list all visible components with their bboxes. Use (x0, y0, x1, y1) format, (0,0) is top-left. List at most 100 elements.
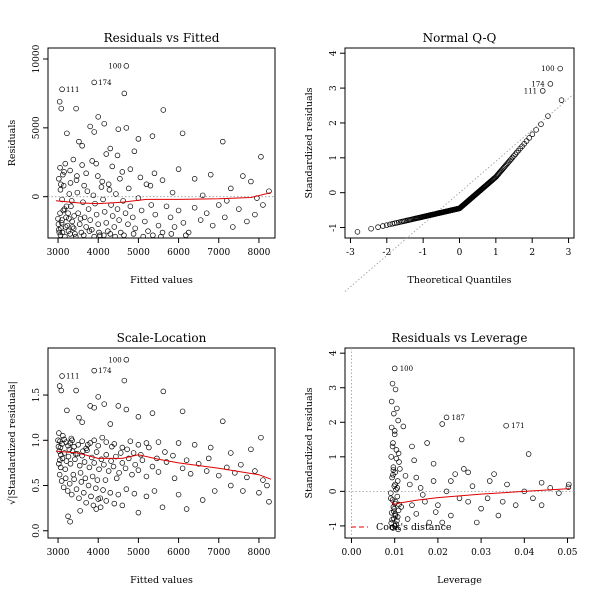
resfit-point (224, 198, 230, 204)
scaleloc-point (113, 475, 120, 482)
resfit-point (64, 130, 70, 137)
resfit-point (75, 210, 81, 216)
scaleloc-point-100 (123, 357, 130, 363)
scaleloc-point (99, 434, 105, 441)
scaleloc-point (58, 478, 65, 484)
resleverage-point (456, 495, 463, 502)
resfit-xtick-label: 7000 (207, 248, 230, 258)
resfit-point (101, 120, 107, 127)
scaleloc-point (122, 465, 129, 472)
resfit-point (72, 233, 79, 238)
resfit-point (119, 169, 126, 175)
resfit-point (67, 167, 73, 174)
scaleloc-point (86, 464, 93, 471)
scaleloc-point (63, 458, 70, 464)
scaleloc-point (91, 460, 97, 466)
resfit-point (114, 152, 121, 159)
resfit-point (152, 211, 159, 218)
resleverage-ytick-label: 3 (329, 385, 339, 391)
qq-xtick-label: 0 (457, 248, 463, 258)
resfit-point (93, 211, 100, 218)
qq-ytick-label: -1 (329, 223, 339, 232)
scaleloc-point (119, 502, 126, 509)
qq-point (512, 151, 519, 158)
resfit-point (76, 138, 82, 145)
scaleloc-point (90, 502, 97, 509)
resleverage-point (391, 508, 397, 515)
resleverage-legend-label: Cook's distance (376, 522, 452, 533)
resleverage-point (388, 495, 394, 502)
resfit-point (68, 198, 75, 204)
resfit-point (76, 221, 83, 227)
resfit-point (252, 211, 258, 218)
resleverage-point (413, 511, 420, 517)
scaleloc-point (64, 488, 71, 494)
scaleloc-point (238, 461, 244, 468)
resfit-point (62, 224, 69, 230)
resleverage-point (389, 443, 396, 450)
scaleloc-point (62, 475, 69, 482)
resfit-point (81, 232, 87, 238)
scaleloc-point (266, 499, 272, 505)
scaleloc-point (135, 442, 142, 448)
scaleloc-point (72, 451, 79, 457)
resfit-point (142, 218, 148, 225)
resfit-point (113, 191, 119, 197)
scaleloc-xtick-label: 7000 (207, 548, 230, 558)
qq-point (533, 127, 539, 133)
resleverage-point (430, 460, 437, 467)
qq-title: Normal Q-Q (423, 31, 497, 45)
resleverage-point (400, 423, 407, 430)
scaleloc-point (179, 408, 186, 415)
resfit-point (151, 170, 158, 177)
resleverage-xtick-label: 0.05 (557, 548, 577, 558)
resfit-point (91, 233, 97, 238)
resfit-point (216, 202, 222, 208)
resfit-point (58, 105, 65, 112)
resfit-point (107, 145, 114, 152)
resleverage-point (491, 471, 497, 477)
scaleloc-point-174 (91, 367, 97, 374)
resfit-xlabel: Fitted values (130, 275, 193, 286)
resleverage-point (388, 398, 395, 405)
resfit-point (58, 220, 65, 226)
resleverage-point (469, 483, 476, 489)
resfit-point (61, 169, 67, 175)
qq-point (529, 131, 536, 138)
resleverage-point (402, 473, 409, 479)
resfit-point (122, 210, 129, 216)
resfit-point (60, 207, 67, 214)
qq-ytick-label: 1 (329, 155, 339, 161)
resleverage-ytick-label: 4 (329, 350, 339, 356)
scaleloc-point (79, 438, 85, 444)
resfit-point (114, 206, 121, 212)
resfit-point (120, 198, 126, 204)
scaleloc-point (91, 404, 97, 411)
scaleloc-xtick-label: 6000 (167, 548, 190, 558)
scaleloc-point (171, 475, 178, 482)
scaleloc-point (119, 460, 126, 466)
resfit-point (171, 224, 178, 230)
resleverage-ylabel: Standardized residuals (304, 387, 315, 498)
resfit-point (109, 213, 116, 219)
scaleloc-point (102, 477, 109, 483)
resfit-point (143, 181, 150, 188)
scaleloc-point (67, 518, 73, 525)
resfit-xtick-label: 5000 (127, 248, 150, 258)
scaleloc-point (69, 448, 76, 454)
resleverage-ytick-label: 1 (329, 454, 339, 460)
resleverage-point (391, 428, 398, 434)
resfit-point (61, 206, 68, 212)
scaleloc-point (205, 455, 212, 462)
scaleloc-point (135, 467, 142, 473)
qq-xtick-label: 2 (529, 248, 535, 258)
resfit-point (109, 163, 116, 170)
qq-ylabel: Standardized residuals (304, 87, 315, 198)
qq-point (514, 149, 520, 156)
resfit-point (96, 229, 102, 236)
resfit-point (87, 123, 93, 130)
resfit-point (158, 233, 164, 238)
scaleloc-xtick-label: 5000 (127, 548, 150, 558)
resfit-point (79, 162, 85, 168)
resfit-point (81, 214, 88, 221)
